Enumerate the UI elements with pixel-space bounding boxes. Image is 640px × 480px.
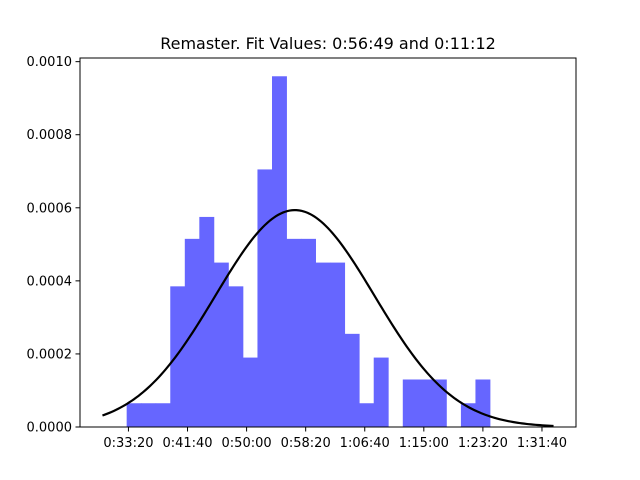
y-tick-label: 0.0010 (27, 55, 73, 70)
y-tick-label: 0.0000 (27, 421, 73, 436)
histogram-bar (199, 216, 215, 427)
x-tick-label: 1:06:40 (340, 436, 390, 451)
histogram-bar (213, 262, 229, 427)
normal-fit-curve (102, 209, 554, 428)
x-tick-label: 1:15:00 (399, 436, 449, 451)
axes-layer: 0:33:20 0:41:40 0:50:00 0:58:20 1:06:40 1:15:… (27, 55, 577, 451)
y-tick-label: 0.0006 (27, 201, 73, 216)
y-tick-label: 0.0008 (27, 128, 73, 143)
histogram-bar (170, 286, 186, 427)
histogram-bar (475, 379, 491, 427)
histogram-bar (330, 262, 346, 427)
histogram-bar (286, 238, 302, 427)
histogram-bar (126, 403, 142, 427)
plot-frame (79, 57, 577, 428)
histogram-bar (228, 286, 244, 427)
histogram-bar (315, 262, 331, 427)
histogram-bar (141, 403, 157, 427)
histogram-bar (301, 238, 316, 427)
histogram-bar (402, 379, 418, 427)
histogram-bar (242, 357, 258, 427)
histogram-bar (344, 333, 360, 427)
fit-curve-layer (102, 209, 554, 428)
chart-title: Remaster. Fit Values: 0:56:49 and 0:11:1… (160, 34, 496, 53)
x-tick-label: 1:31:40 (517, 436, 567, 451)
y-tick-label: 0.0002 (27, 347, 73, 362)
histogram-bar (417, 379, 433, 427)
x-tick-label: 0:33:20 (103, 436, 153, 451)
x-tick-label: 0:41:40 (162, 436, 212, 451)
histogram-bar (155, 403, 171, 427)
x-tick-label: 0:50:00 (222, 436, 272, 451)
x-tick-label: 1:23:20 (458, 436, 508, 451)
histogram-bar (431, 379, 447, 427)
histogram-bar (373, 357, 389, 427)
bars-layer (126, 76, 491, 428)
y-tick-label: 0.0004 (27, 274, 73, 289)
histogram-bar (359, 403, 375, 427)
histogram-bar (257, 169, 273, 427)
x-tick-label: 0:58:20 (281, 436, 331, 451)
histogram-bar (272, 76, 287, 428)
